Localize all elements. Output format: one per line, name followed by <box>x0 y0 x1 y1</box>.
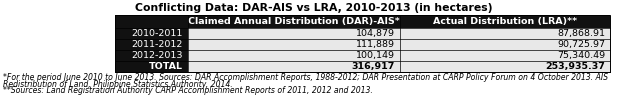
Text: 100,149: 100,149 <box>356 51 395 60</box>
Text: **Sources: Land Registration Authority CARP Accomplishment Reports of 2011, 2012: **Sources: Land Registration Authority C… <box>3 86 373 95</box>
Text: 2010-2011: 2010-2011 <box>132 29 183 38</box>
Bar <box>188 28 610 39</box>
Text: 253,935.37: 253,935.37 <box>545 62 605 71</box>
Text: Actual Distribution (LRA)**: Actual Distribution (LRA)** <box>433 17 577 26</box>
Bar <box>188 61 610 72</box>
Text: 111,889: 111,889 <box>356 40 395 49</box>
Bar <box>115 39 188 50</box>
Bar <box>115 28 188 39</box>
Text: 104,879: 104,879 <box>356 29 395 38</box>
Text: 2012-2013: 2012-2013 <box>132 51 183 60</box>
Text: 2011-2012: 2011-2012 <box>132 40 183 49</box>
Bar <box>115 15 610 72</box>
Text: Redistribution of Land, Philippine Statistics Authority, 2014.: Redistribution of Land, Philippine Stati… <box>3 80 233 89</box>
Bar <box>115 15 610 28</box>
Bar <box>188 39 610 50</box>
Text: 87,868.91: 87,868.91 <box>557 29 605 38</box>
Text: Conflicting Data: DAR-AIS vs LRA, 2010-2013 (in hectares): Conflicting Data: DAR-AIS vs LRA, 2010-2… <box>135 3 492 13</box>
Text: 316,917: 316,917 <box>352 62 395 71</box>
Bar <box>115 50 188 61</box>
Text: TOTAL: TOTAL <box>149 62 183 71</box>
Text: Claimed Annual Distribution (DAR)-AIS*: Claimed Annual Distribution (DAR)-AIS* <box>188 17 400 26</box>
Text: 75,340.49: 75,340.49 <box>557 51 605 60</box>
Bar <box>188 50 610 61</box>
Text: *For the period June 2010 to June 2013. Sources: DAR Accomplishment Reports, 198: *For the period June 2010 to June 2013. … <box>3 73 608 82</box>
Text: 90,725.97: 90,725.97 <box>557 40 605 49</box>
Bar <box>115 61 188 72</box>
